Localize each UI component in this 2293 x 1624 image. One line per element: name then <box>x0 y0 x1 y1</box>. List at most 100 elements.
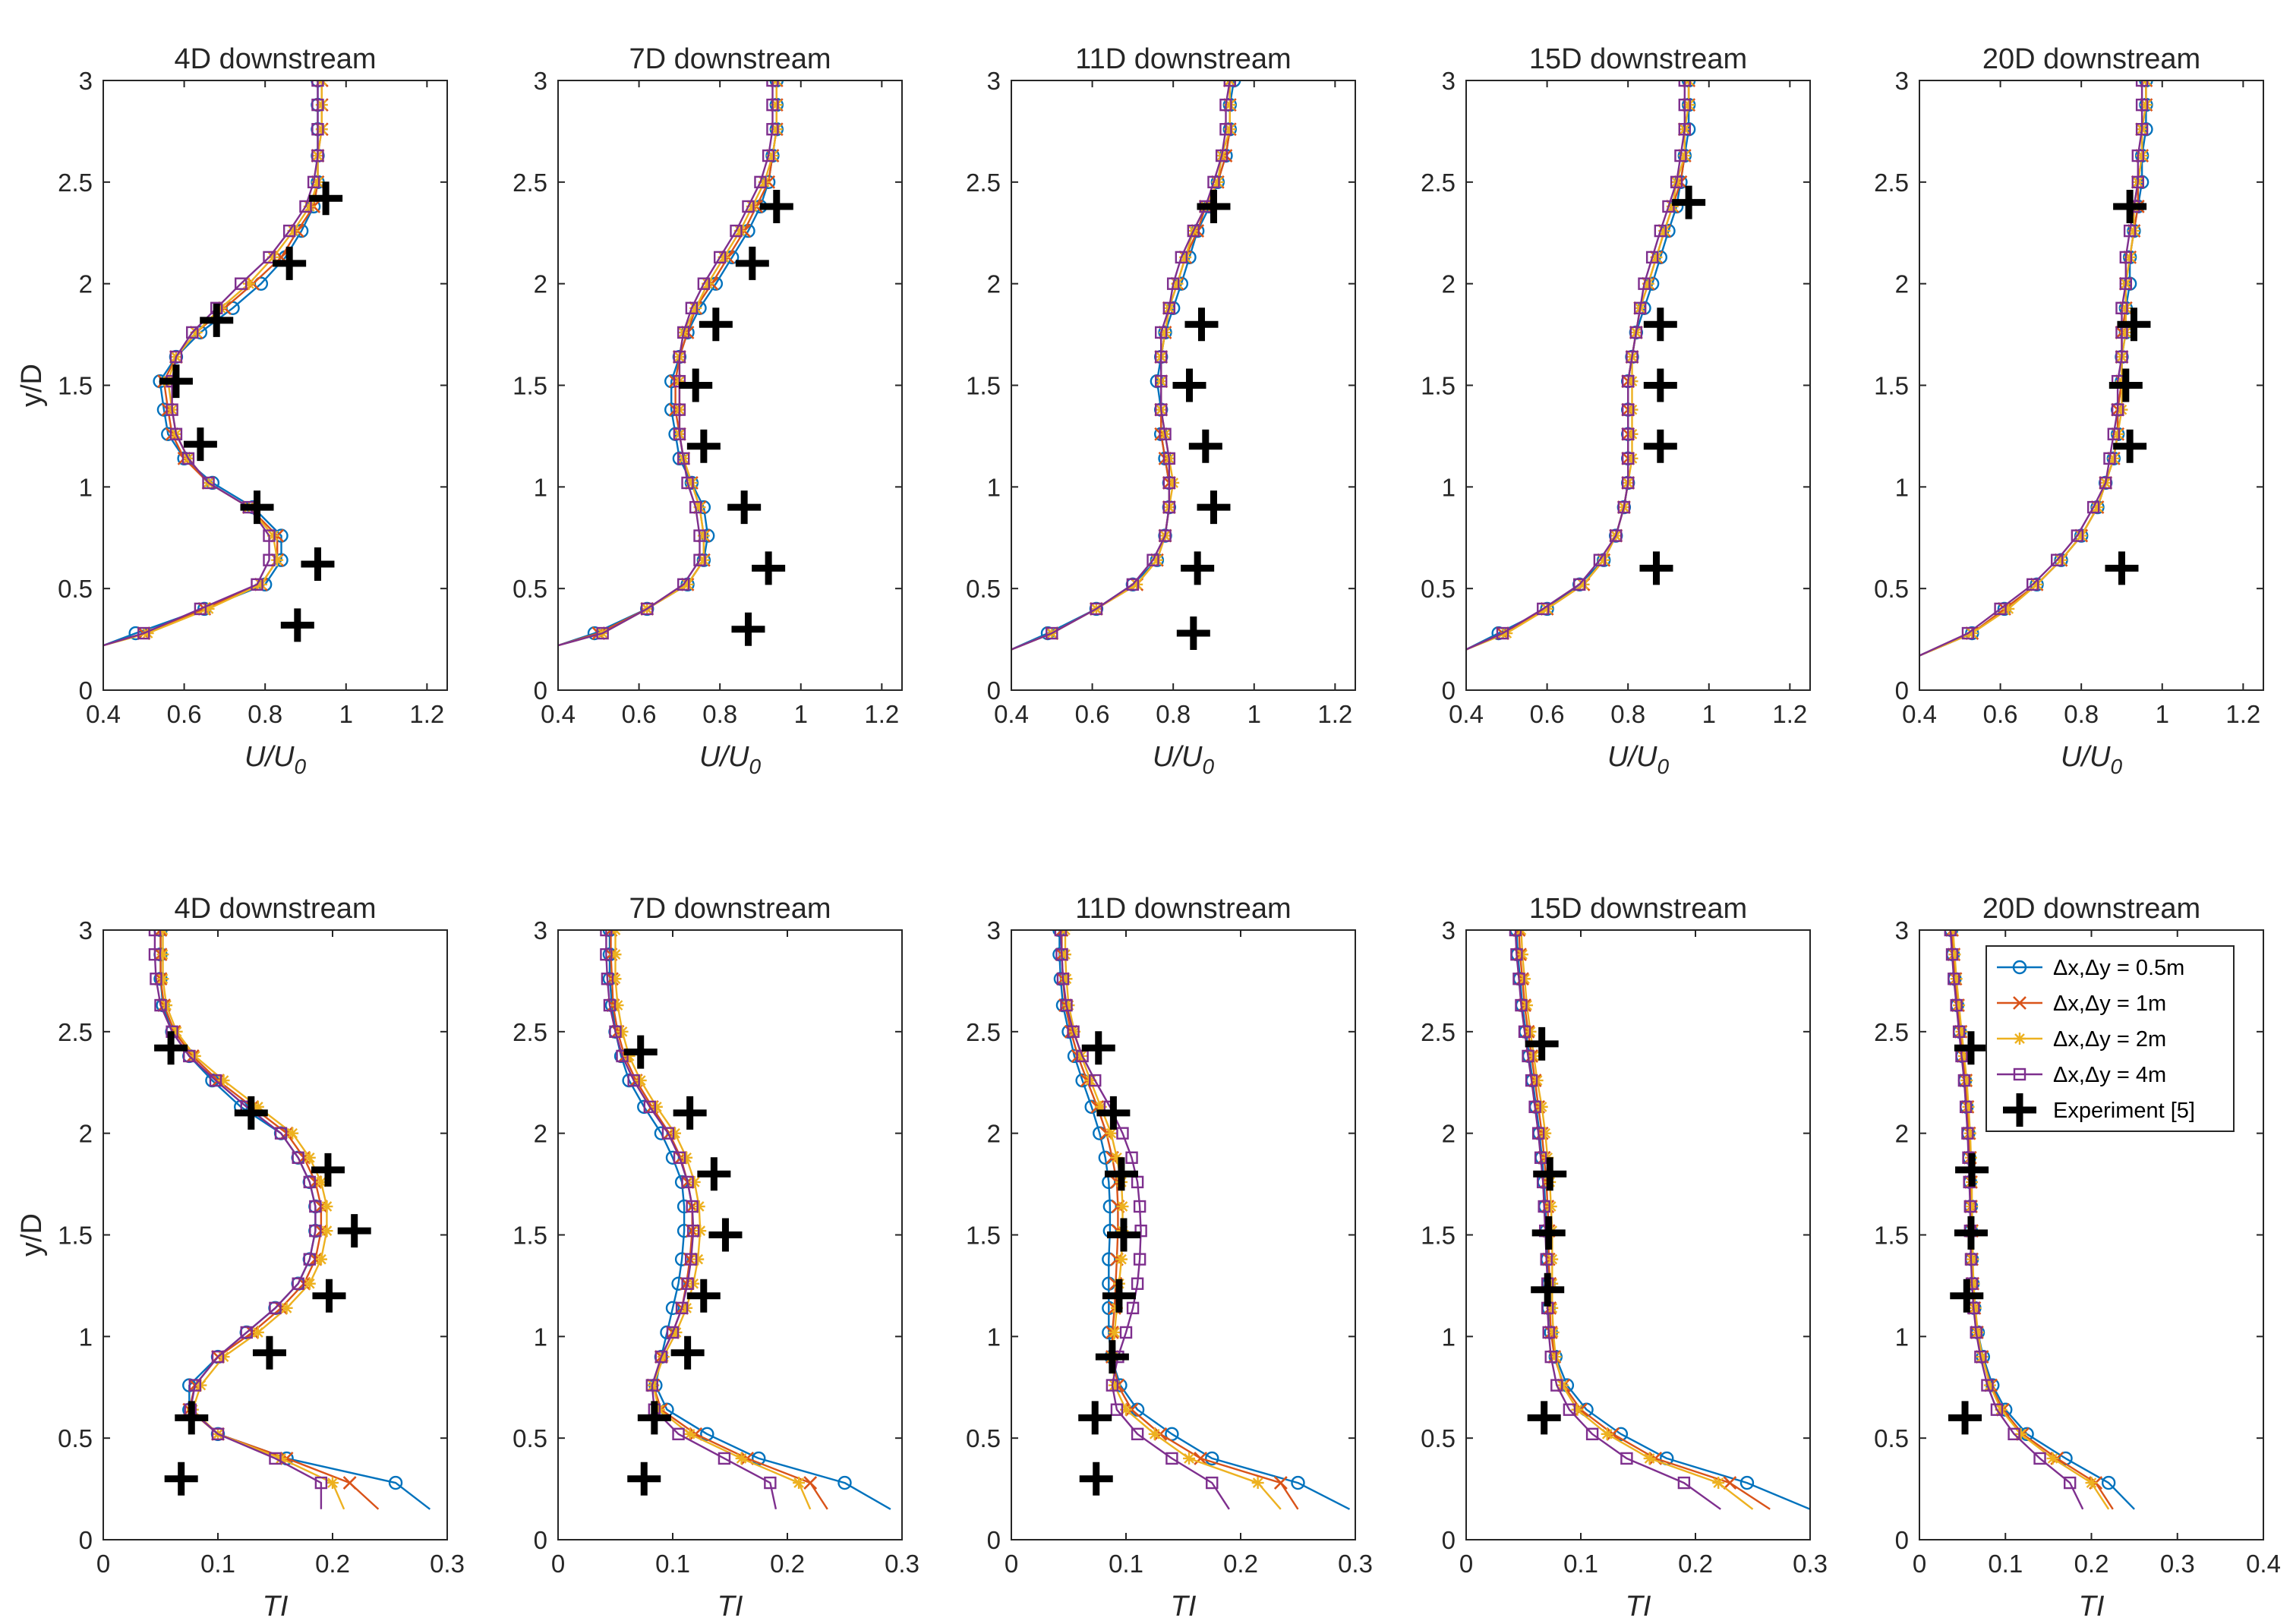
marker-square <box>730 224 743 238</box>
marker-plus <box>1078 1401 1112 1435</box>
marker-asterisk <box>2075 529 2088 542</box>
marker-square <box>1621 427 1635 440</box>
marker-square <box>1974 1350 1987 1364</box>
marker-square <box>137 626 150 640</box>
marker-asterisk <box>1571 1403 1584 1416</box>
marker-asterisk <box>1598 553 1610 566</box>
marker-plus <box>627 1462 661 1496</box>
panel-title: 11D downstream <box>1075 43 1291 75</box>
marker-asterisk <box>2140 99 2153 112</box>
x-tick-label: 0.6 <box>1530 700 1565 728</box>
marker-asterisk <box>1251 1477 1264 1490</box>
x-tick-label: 1.2 <box>1317 700 1352 728</box>
marker-asterisk <box>2091 501 2104 514</box>
marker-square <box>762 149 775 162</box>
marker-square <box>148 948 162 961</box>
marker-square <box>1945 948 1959 961</box>
marker-asterisk <box>1058 948 1071 961</box>
marker-square <box>1223 80 1236 87</box>
marker-asterisk <box>1967 1253 1979 1266</box>
marker-asterisk <box>1966 1200 1979 1213</box>
y-tick-label: 3 <box>1442 67 1456 95</box>
y-tick-label: 1.5 <box>966 1222 1001 1250</box>
marker-asterisk <box>303 200 316 213</box>
marker-asterisk <box>1211 175 1224 188</box>
marker-plus <box>159 364 193 399</box>
marker-asterisk <box>1983 1379 1996 1392</box>
marker-asterisk <box>1950 973 1963 985</box>
marker-asterisk <box>697 529 710 542</box>
marker-square <box>303 1253 316 1266</box>
y-tick-label: 2.5 <box>58 169 93 197</box>
marker-square <box>1089 1074 1102 1087</box>
marker-square <box>1215 149 1229 162</box>
marker-asterisk <box>267 529 279 542</box>
marker-square <box>1531 1127 1545 1140</box>
marker-asterisk <box>2014 1033 2026 1045</box>
y-tick-label: 0 <box>1895 676 1909 705</box>
marker-asterisk <box>1183 1452 1196 1465</box>
y-tick-label: 3 <box>534 916 547 944</box>
y-tick-label: 2.5 <box>1421 1018 1456 1046</box>
series-group <box>600 930 891 1510</box>
marker-plus <box>2113 429 2147 463</box>
marker-square <box>263 553 276 566</box>
marker-square <box>1674 149 1687 162</box>
marker-square <box>1525 1074 1538 1087</box>
marker-plus <box>1948 1401 1982 1435</box>
marker-square <box>661 1127 675 1140</box>
marker-asterisk <box>190 326 203 339</box>
marker-square <box>1154 326 1168 339</box>
marker-plus <box>1527 1401 1561 1435</box>
y-tick-label: 3 <box>534 67 547 95</box>
marker-plus <box>1531 1216 1566 1250</box>
y-tick-label: 3 <box>987 67 1001 95</box>
x-axis-label: TI <box>1171 1591 1197 1622</box>
marker-square <box>263 251 276 264</box>
y-tick-label: 2 <box>1442 1120 1456 1148</box>
y-tick-label: 0.5 <box>1421 1424 1456 1452</box>
marker-asterisk <box>1223 99 1236 112</box>
marker-plus <box>240 490 274 525</box>
marker-plus <box>337 1214 371 1248</box>
marker-asterisk <box>1962 1100 1975 1113</box>
y-tick-label: 0.5 <box>966 575 1001 603</box>
y-tick-label: 2 <box>987 1120 1001 1148</box>
marker-circle <box>388 1475 403 1490</box>
marker-asterisk <box>647 1379 660 1392</box>
marker-square <box>1055 948 1068 961</box>
marker-plus <box>1531 1272 1565 1307</box>
y-tick-label: 2.5 <box>58 1018 93 1046</box>
marker-square <box>1990 1403 2004 1416</box>
y-tick-label: 0 <box>534 676 547 705</box>
marker-square <box>2123 224 2137 238</box>
marker-asterisk <box>286 1127 299 1140</box>
marker-plus <box>1104 1157 1138 1191</box>
marker-asterisk <box>303 1151 316 1164</box>
marker-square <box>1970 1326 1982 1339</box>
marker-square <box>2111 403 2124 416</box>
y-tick-label: 2 <box>987 270 1001 298</box>
marker-square <box>689 500 702 514</box>
marker-plus <box>2113 189 2147 223</box>
marker-square <box>1944 930 1957 937</box>
marker-square <box>1162 500 1176 514</box>
marker-asterisk <box>1626 403 1639 416</box>
marker-asterisk <box>315 123 328 136</box>
marker-asterisk <box>766 150 779 162</box>
marker-asterisk <box>1544 1200 1557 1213</box>
plot-area <box>1919 80 2263 690</box>
marker-square <box>1948 973 1960 985</box>
panel-u-5: 0.4 0.6 0.8 1 1.2 0 0.5 1 1.5 2 2.5 3 20D downstream… <box>1874 43 2264 778</box>
marker-asterisk <box>692 1200 705 1213</box>
marker-square <box>1162 476 1176 490</box>
marker-square <box>673 403 686 416</box>
marker-square <box>269 1452 282 1465</box>
marker-square <box>1621 452 1635 465</box>
marker-square <box>1585 1427 1599 1441</box>
marker-square <box>686 1200 699 1213</box>
marker-plus <box>312 1279 346 1313</box>
marker-circle <box>1739 1475 1755 1490</box>
marker-square <box>183 1049 196 1063</box>
x-axis-label: TI <box>2079 1591 2105 1622</box>
